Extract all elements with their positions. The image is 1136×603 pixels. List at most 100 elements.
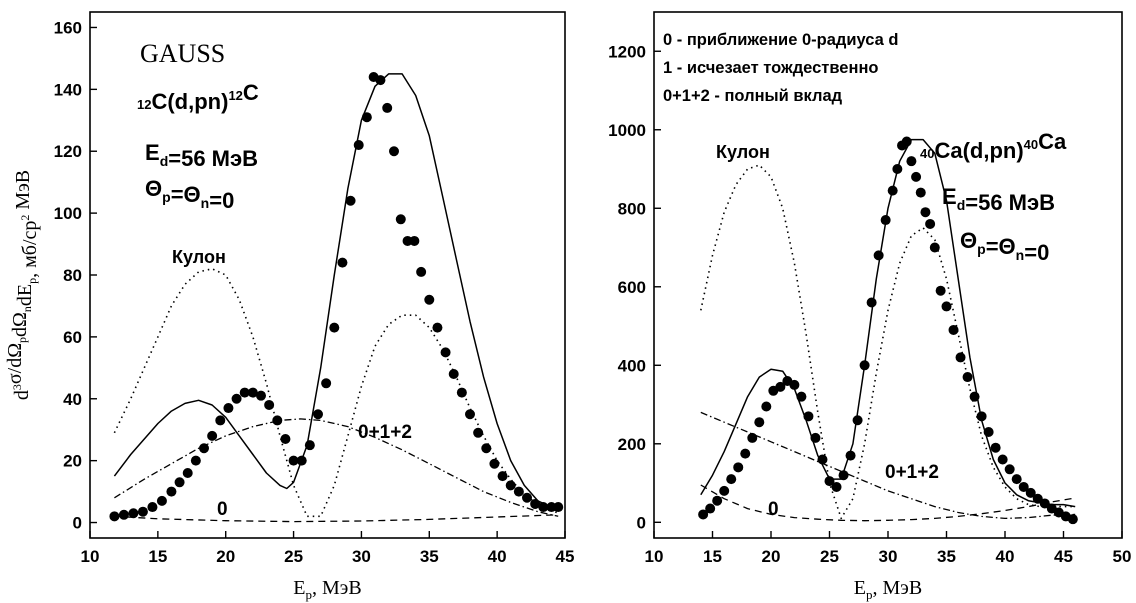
- data-point: [296, 455, 307, 466]
- x-tick-label: 45: [556, 547, 575, 566]
- total-curve: [113, 73, 559, 511]
- data-point: [817, 454, 828, 465]
- zero-label: 0: [217, 499, 228, 520]
- x-axis-label: Ep, МэВ: [854, 577, 922, 602]
- x-tick-label: 25: [820, 547, 839, 566]
- data-point: [440, 347, 451, 358]
- data-point: [1011, 474, 1022, 485]
- y-tick-label: 800: [618, 199, 646, 218]
- data-point: [321, 378, 332, 389]
- angle-label: Θp=Θn=0: [960, 228, 1049, 265]
- data-point: [726, 474, 737, 485]
- data-point: [892, 164, 903, 175]
- total-label: 0+1+2: [358, 422, 412, 443]
- total-curve: [700, 138, 1076, 508]
- data-point: [199, 443, 209, 454]
- data-point: [775, 381, 786, 392]
- data-point: [1025, 487, 1036, 498]
- x-tick-label: 40: [488, 547, 507, 566]
- data-point: [345, 195, 356, 206]
- data-point: [337, 257, 348, 268]
- total-label: 0+1+2: [885, 462, 939, 483]
- data-point: [845, 450, 856, 461]
- data-point: [375, 75, 386, 86]
- y-tick-label: 600: [618, 278, 646, 297]
- data-point: [264, 399, 275, 410]
- zero-label: 0: [768, 499, 779, 520]
- data-point: [456, 387, 467, 398]
- y-tick-label: 100: [54, 204, 82, 223]
- data-point: [473, 427, 484, 438]
- x-tick-label: 15: [148, 547, 167, 566]
- reaction-label: 12C(d,pn)12C: [137, 80, 259, 114]
- data-point: [207, 430, 218, 441]
- data-point: [789, 379, 800, 390]
- data-point: [990, 442, 1001, 453]
- data-point: [505, 480, 516, 491]
- y-tick-label: 60: [63, 328, 82, 347]
- legend-entry: 0+1+2 - полный вклад: [663, 87, 843, 105]
- y-tick-label: 200: [618, 435, 646, 454]
- data-point: [941, 301, 952, 312]
- y-tick-label: 120: [54, 142, 82, 161]
- data-point: [137, 506, 148, 517]
- data-point: [1067, 514, 1078, 525]
- data-point: [538, 502, 549, 513]
- data-point: [128, 508, 139, 519]
- data-point: [1018, 481, 1029, 492]
- data-point: [256, 390, 266, 401]
- data-point: [859, 360, 870, 371]
- data-point: [1032, 493, 1043, 504]
- contribution-012-curve: [114, 418, 559, 517]
- data-point: [838, 470, 849, 481]
- data-point: [247, 387, 258, 398]
- x-tick-label: 25: [284, 547, 303, 566]
- x-tick-label: 20: [762, 547, 781, 566]
- data-point: [824, 476, 835, 487]
- right-chart-panel: 10 15 20 25 30 35 40 45 50 0 200 400 600 800 1000 1200 E…: [608, 11, 1131, 602]
- data-point: [166, 486, 177, 497]
- kulon-label: Кулон: [716, 142, 770, 162]
- data-point: [424, 294, 435, 305]
- data-point: [740, 448, 751, 459]
- data-point: [925, 218, 936, 229]
- data-point: [969, 391, 980, 402]
- data-point: [1039, 498, 1050, 509]
- data-point: [901, 136, 912, 147]
- y-tick-label: 1200: [608, 42, 646, 61]
- data-point: [395, 214, 406, 225]
- data-point: [489, 458, 500, 469]
- y-tick-label: 140: [54, 80, 82, 99]
- data-point: [553, 502, 564, 513]
- data-point: [866, 297, 877, 308]
- x-tick-label: 30: [352, 547, 371, 566]
- data-point: [929, 242, 940, 253]
- x-tick-label: 30: [879, 547, 898, 566]
- data-point: [481, 443, 492, 454]
- data-point: [831, 481, 842, 492]
- x-tick-label: 15: [703, 547, 722, 566]
- data-point: [304, 440, 315, 451]
- data-point: [147, 502, 158, 513]
- data-point: [409, 235, 420, 246]
- x-tick-label: 45: [1054, 547, 1073, 566]
- data-point: [109, 511, 120, 522]
- data-point: [796, 391, 807, 402]
- data-point: [920, 207, 931, 218]
- x-tick-label: 35: [420, 547, 439, 566]
- data-point: [1004, 464, 1015, 475]
- data-point: [810, 432, 821, 443]
- data-point: [852, 415, 863, 426]
- coulomb-curve: [700, 164, 1076, 520]
- data-point: [497, 471, 508, 482]
- y-tick-label: 1000: [608, 121, 646, 140]
- left-chart-panel: 10 15 20 25 30 35 40 45 0 20 40 60 80 100 120 140 160 Ep,…: [4, 11, 575, 602]
- x-tick-label: 10: [645, 547, 664, 566]
- data-point: [712, 495, 723, 506]
- x-tick-label: 10: [81, 547, 100, 566]
- data-point: [911, 171, 922, 182]
- data-point: [906, 156, 917, 167]
- data-point: [733, 462, 744, 473]
- kulon-label: Кулон: [172, 247, 226, 267]
- data-point: [698, 509, 709, 520]
